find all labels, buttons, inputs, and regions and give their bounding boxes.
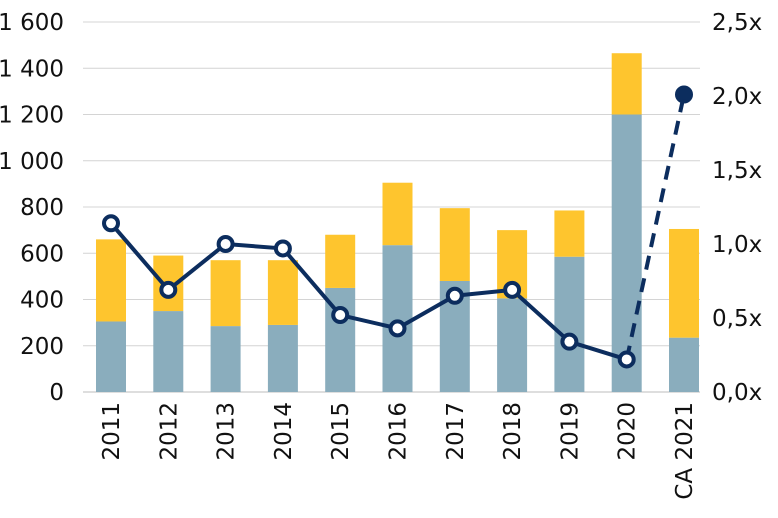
x-tick-label: 2017 (443, 402, 469, 461)
bar-segment-upper (267, 260, 298, 325)
x-tick-label: 2019 (557, 402, 583, 461)
right-axis: 0,0x 0,5x 1,0x 1,5x 2,0x 2,5x (712, 10, 762, 406)
right-tick-label: 0,5x (712, 306, 762, 332)
ratio-point (102, 214, 120, 233)
bar-segment-lower (497, 298, 528, 392)
right-tick-label: 1,5x (712, 158, 762, 184)
x-tick-label: 2011 (99, 402, 125, 461)
bar-segment-lower (669, 337, 699, 392)
ratio-point (273, 239, 292, 258)
left-tick-label: 1 400 (0, 56, 64, 82)
bars (96, 53, 699, 392)
bar-segment-lower (153, 311, 184, 392)
bar-segment-upper (96, 239, 126, 322)
ratio-point (617, 350, 636, 369)
ratio-line (109, 94, 686, 362)
left-tick-label: 800 (20, 195, 64, 221)
ratio-point (216, 235, 235, 253)
bar-segment-upper (439, 208, 470, 281)
bar-segment-upper (554, 210, 585, 257)
x-tick-label: 2012 (156, 402, 182, 461)
ratio-point (560, 332, 579, 351)
x-tick-label: 2018 (500, 402, 526, 461)
bar-segment-upper (382, 182, 413, 246)
x-tick-label: 2014 (271, 402, 297, 461)
x-axis: 2011 2012 2013 2014 2015 2016 2017 2018 2019 2020… (99, 402, 698, 500)
x-tick-label: 2013 (214, 402, 240, 461)
ratio-point (159, 280, 178, 299)
left-tick-label: 0 (49, 380, 64, 406)
bar-segment-lower (96, 321, 126, 392)
bar-segment-lower (267, 324, 298, 392)
left-tick-label: 1 000 (0, 149, 64, 175)
bar-segment-upper (669, 228, 699, 338)
bar-segment-lower (554, 256, 585, 392)
bar-segment-lower (210, 326, 241, 392)
x-tick-label: 2020 (615, 402, 641, 461)
right-tick-label: 1,0x (712, 232, 762, 258)
ratio-line-solid (109, 221, 629, 362)
ratio-point (445, 286, 464, 305)
bar-segment-lower (611, 114, 642, 392)
ratio-point (388, 319, 407, 338)
bar-segment-upper (325, 234, 356, 288)
left-axis: 0 200 400 600 800 1 000 1 200 1 400 1 600 (0, 10, 64, 406)
left-tick-label: 200 (20, 334, 64, 360)
x-tick-label: CA 2021 (672, 402, 698, 500)
right-tick-label: 2,5x (712, 10, 762, 36)
bar-segment-lower (382, 245, 413, 392)
ratio-point-estimate (675, 85, 693, 104)
left-tick-label: 400 (20, 288, 64, 314)
left-tick-label: 1 200 (0, 103, 64, 129)
x-tick-label: 2016 (386, 402, 412, 461)
right-tick-label: 0,0x (712, 380, 762, 406)
x-tick-label: 2015 (328, 402, 354, 461)
bar-segment-upper (210, 260, 241, 327)
ratio-point (331, 306, 350, 325)
ratio-point (503, 280, 522, 299)
right-tick-label: 2,0x (712, 84, 762, 110)
ratio-points (102, 85, 693, 369)
bar-segment-upper (611, 53, 642, 115)
left-tick-label: 1 600 (0, 10, 64, 36)
left-tick-label: 600 (20, 241, 64, 267)
